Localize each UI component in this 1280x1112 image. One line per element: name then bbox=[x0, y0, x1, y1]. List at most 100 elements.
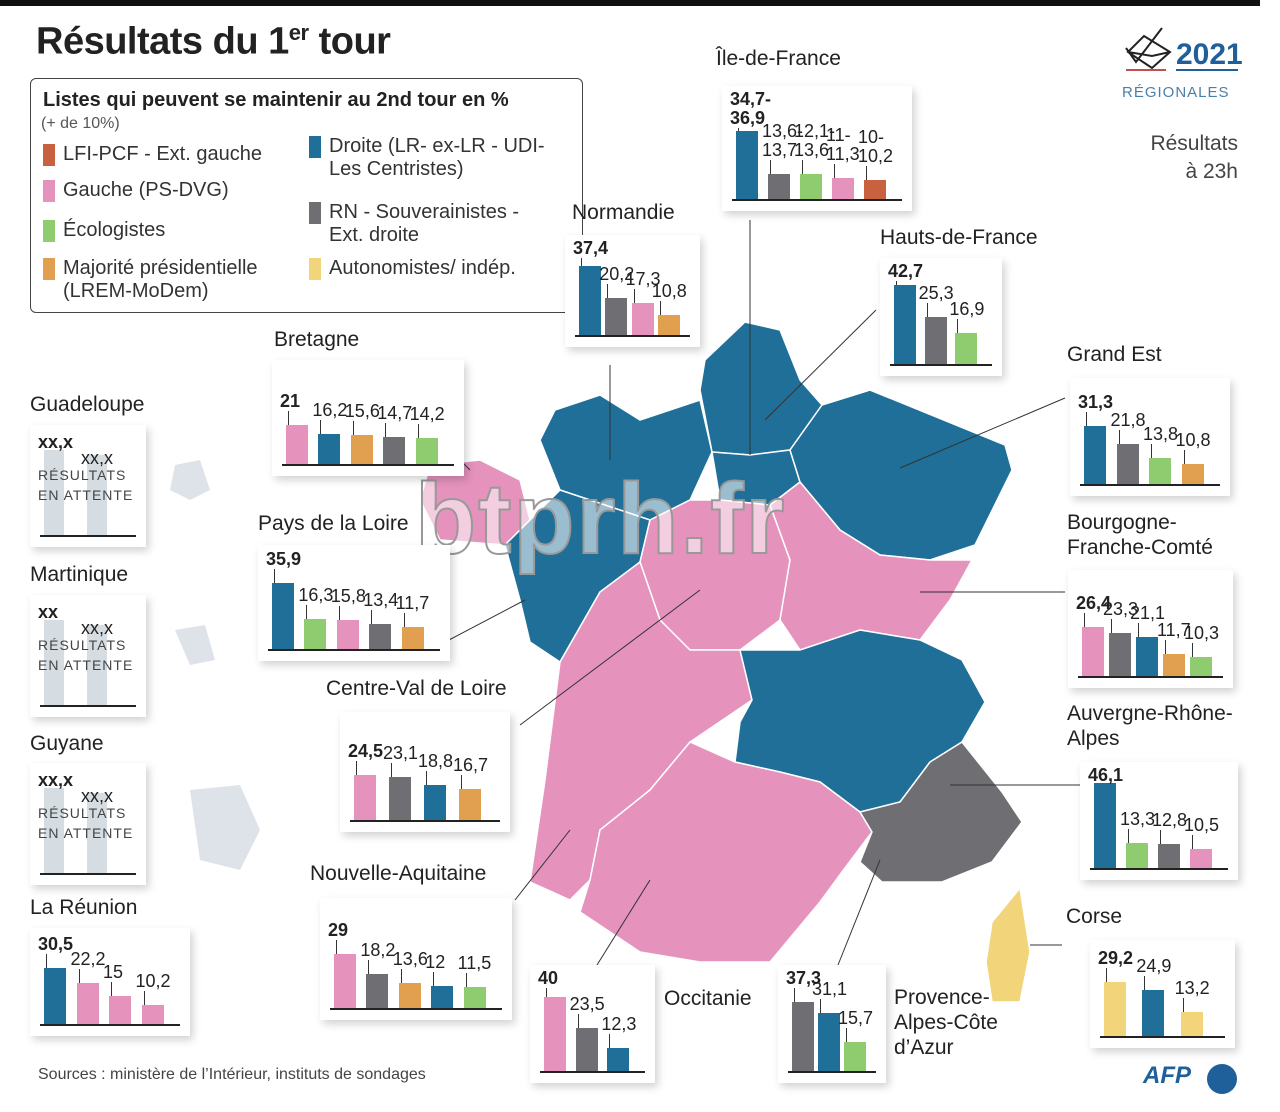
bar-rn bbox=[383, 436, 406, 464]
bar-droite bbox=[1142, 989, 1165, 1036]
bar-eco bbox=[1190, 656, 1212, 676]
value-label: 23,3 bbox=[1103, 598, 1139, 619]
map-region-normandie bbox=[539, 394, 713, 521]
value-tick bbox=[820, 999, 821, 1014]
value-label: 10,8 bbox=[1175, 430, 1211, 451]
value-label: 21 bbox=[280, 391, 301, 412]
value-label: xx,x bbox=[38, 432, 74, 452]
value-tick bbox=[288, 411, 289, 426]
bar-maj bbox=[350, 435, 373, 464]
bar-rn bbox=[369, 624, 392, 649]
bar-eco bbox=[304, 618, 327, 649]
value-tick bbox=[794, 988, 795, 1002]
value-tick bbox=[546, 988, 547, 997]
chart-hauts-de-france: 42,7 25,3 16,9 bbox=[880, 258, 1002, 376]
value-tick bbox=[143, 991, 145, 1006]
bar-rn bbox=[1116, 443, 1139, 484]
bar-eco bbox=[955, 332, 978, 364]
value-tick bbox=[78, 968, 80, 983]
value-label: xx bbox=[38, 602, 59, 622]
bar-eco bbox=[1126, 843, 1148, 868]
value-label: xx,x bbox=[81, 618, 114, 638]
value-label: 26,4 bbox=[1076, 593, 1112, 614]
bar-maj bbox=[1181, 464, 1204, 484]
value-label: 11,5 bbox=[457, 952, 492, 973]
value-tick bbox=[1182, 997, 1184, 1012]
bar-pending bbox=[87, 625, 107, 705]
leader-line bbox=[764, 309, 877, 421]
value-tick bbox=[403, 613, 405, 628]
bar-rn bbox=[605, 297, 628, 335]
chart-baseline bbox=[732, 199, 902, 201]
bar-droite bbox=[318, 434, 341, 464]
chart-baseline bbox=[40, 535, 136, 537]
value-label: 11,7 bbox=[1157, 620, 1191, 641]
legend-label: RN - Souverainistes - Ext. droite bbox=[329, 201, 520, 246]
region-title-guyane: Guyane bbox=[30, 732, 104, 755]
value-label: 23,1 bbox=[383, 743, 419, 764]
chart-baseline bbox=[1090, 868, 1228, 870]
legend-swatch bbox=[309, 202, 321, 224]
bar-rn bbox=[1158, 844, 1180, 868]
region-title-grand-est: Grand Est bbox=[1067, 343, 1162, 366]
bar-eco bbox=[463, 986, 486, 1008]
value-label: 30,5 bbox=[38, 933, 74, 954]
value-label: 13,6 bbox=[392, 948, 428, 969]
value-label: 20,2 bbox=[599, 263, 635, 284]
chart-baseline bbox=[40, 705, 136, 707]
value-tick bbox=[1192, 642, 1193, 657]
value-label: 10,5 bbox=[1184, 814, 1220, 835]
chart-baseline bbox=[1078, 676, 1223, 678]
value-tick bbox=[461, 775, 462, 790]
chart-baseline bbox=[1080, 484, 1220, 486]
value-tick bbox=[607, 283, 609, 298]
bar-rn bbox=[389, 777, 411, 820]
value-tick bbox=[866, 166, 867, 181]
value-label: xx,x bbox=[81, 448, 114, 468]
value-tick bbox=[896, 281, 897, 285]
value-tick bbox=[1165, 640, 1166, 655]
bar-gauche bbox=[832, 178, 854, 199]
bar-gauche bbox=[544, 997, 566, 1071]
value-label: 12,3 bbox=[601, 1014, 637, 1035]
legend-item-droite: Droite (LR- ex-LR - UDI- Les Centristes) bbox=[309, 135, 549, 181]
value-label: 11,7 bbox=[395, 593, 430, 614]
value-tick bbox=[802, 159, 803, 174]
value-label: 37,3 bbox=[786, 968, 822, 988]
results-time-note: Résultats à 23h bbox=[1150, 132, 1238, 183]
legend-item-maj: Majorité présidentielle (LREM-MoDem) bbox=[43, 257, 303, 303]
watermark: btprh.fr bbox=[414, 462, 787, 576]
regionales-label: Régionales bbox=[1122, 79, 1230, 102]
value-tick bbox=[1151, 444, 1152, 459]
bar-maj bbox=[398, 982, 421, 1008]
value-label: 23,5 bbox=[569, 993, 605, 1014]
value-tick bbox=[609, 1034, 611, 1049]
bar-pending bbox=[87, 793, 107, 873]
value-tick bbox=[356, 760, 357, 775]
value-label: 12,1- 13,6 bbox=[794, 120, 836, 160]
afp-logo-dot bbox=[1207, 1064, 1237, 1094]
value-tick bbox=[1106, 967, 1107, 982]
value-label: 12 bbox=[425, 951, 446, 972]
sources: Sources : ministère de l’Intérieur, inst… bbox=[38, 1066, 426, 1083]
region-title-martinique: Martinique bbox=[30, 563, 129, 586]
value-tick bbox=[371, 610, 373, 625]
pending-note: RÉSULTATS EN ATTENTE bbox=[38, 467, 134, 503]
bar-droite bbox=[579, 265, 601, 335]
value-tick bbox=[633, 288, 635, 303]
value-label: 29,2 bbox=[1098, 947, 1134, 968]
bar-gauche bbox=[336, 619, 359, 649]
chart-nouvelle-aquitaine: 29 18,2 13,6 12 11,5 bbox=[320, 898, 512, 1020]
region-title-auvergne-rhone-alpes: Auvergne-Rhône-Alpes bbox=[1067, 702, 1233, 750]
value-tick bbox=[957, 318, 959, 333]
chart-auvergne-rhone-alpes: 46,1 13,3 12,8 10,5 bbox=[1080, 762, 1238, 880]
bar-droite bbox=[818, 1013, 840, 1071]
value-tick bbox=[581, 258, 582, 266]
value-label: xx,x bbox=[38, 770, 74, 790]
bar-gauche bbox=[334, 954, 356, 1008]
value-label: 31,1 bbox=[812, 979, 848, 1000]
value-label: 16,2 bbox=[312, 400, 348, 421]
legend-label: Écologistes bbox=[63, 219, 166, 241]
value-tick bbox=[368, 960, 370, 975]
value-label: 13,6- 13,7 bbox=[762, 120, 804, 160]
